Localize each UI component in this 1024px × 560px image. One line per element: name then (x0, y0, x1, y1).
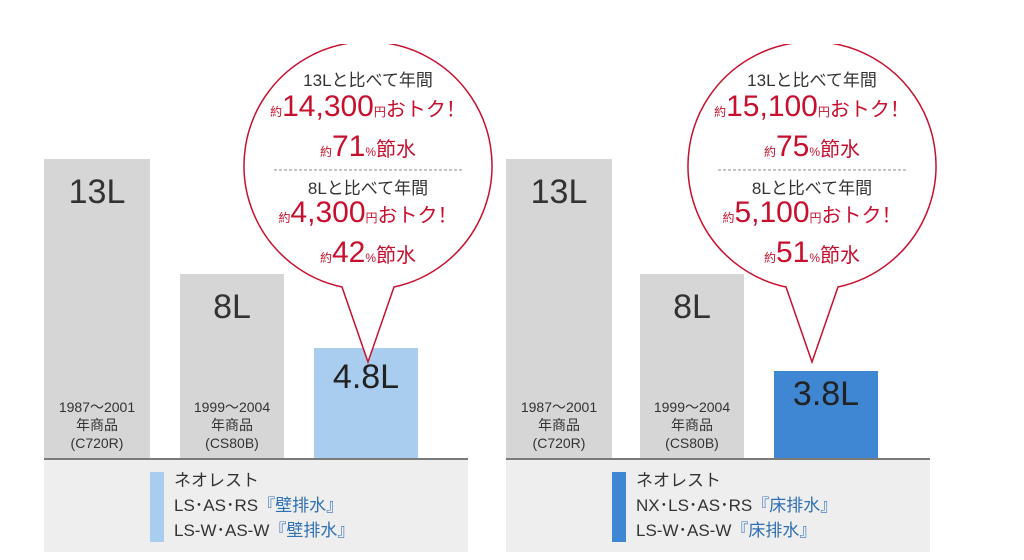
compare-13l-saving: 約75%節水 (763, 130, 861, 163)
product-footer: ネオレスト LS･AS･RS『壁排水』 LS-W･AS-W『壁排水』 (44, 460, 468, 552)
compare-13l-saving: 約71%節水 (319, 130, 417, 163)
bar-value-label: 13L (530, 173, 588, 211)
chart-panel-right: 13L 1987〜2001 年商品 (C720R) 8L 1999〜2004 年… (506, 0, 972, 560)
bar-note: 1999〜2004 年商品 (CS80B) (640, 398, 744, 452)
bar-note-product: 年商品 (671, 417, 713, 433)
product-models-1: LS･AS･RS『壁排水』 (174, 496, 344, 515)
compare-8l-money: 約4,300円おトク！ (278, 196, 458, 229)
compare-13l-heading: 13Lと比べて年間 (303, 71, 433, 90)
bar-8l: 8L 1999〜2004 年商品 (CS80B) (640, 274, 744, 458)
bar-neorest: 3.8L (774, 371, 878, 458)
bar-13l: 13L 1987〜2001 年商品 (C720R) (44, 159, 150, 458)
bar-value-label: 13L (68, 173, 126, 211)
product-models-2: LS-W･AS-W『壁排水』 (174, 521, 355, 540)
bar-8l: 8L 1999〜2004 年商品 (CS80B) (180, 274, 284, 458)
product-series: ネオレスト (174, 471, 259, 490)
bar-note: 1987〜2001 年商品 (C720R) (506, 398, 612, 452)
bar-13l: 13L 1987〜2001 年商品 (C720R) (506, 159, 612, 458)
bar-value-label: 4.8L (332, 358, 400, 396)
bar-note-years: 1999〜2004 (193, 399, 271, 415)
bar-note-years: 1999〜2004 (653, 399, 731, 415)
compare-13l-money: 約15,100円おトク！ (714, 90, 910, 123)
bar-note-product: 年商品 (211, 417, 253, 433)
bar-value-label: 8L (213, 288, 251, 326)
bar-note-model: (CS80B) (205, 435, 259, 451)
compare-13l-money: 約14,300円おトク！ (270, 90, 466, 123)
savings-bubble: 13Lと比べて年間 約15,100円おトク！ 約75%節水 8Lと比べて年間 約… (684, 44, 940, 364)
product-lines: ネオレスト LS･AS･RS『壁排水』 LS-W･AS-W『壁排水』 (174, 468, 354, 543)
bar-value-label: 8L (673, 288, 711, 326)
bar-note-years: 1987〜2001 (520, 399, 598, 415)
bar-value-label: 3.8L (792, 375, 860, 413)
savings-bubble: 13Lと比べて年間 約14,300円おトク！ 約71%節水 8Lと比べて年間 約… (240, 44, 496, 364)
chart-baseline (44, 458, 468, 460)
product-series: ネオレスト (636, 471, 721, 490)
bar-note: 1987〜2001 年商品 (C720R) (44, 398, 150, 452)
bar-note-model: (CS80B) (665, 435, 719, 451)
product-models-2: LS-W･AS-W『床排水』 (636, 521, 817, 540)
speech-bubble-shape (687, 44, 937, 364)
chart-panel-left: 13L 1987〜2001 年商品 (C720R) 8L 1999〜2004 年… (44, 0, 510, 560)
bar-note-product: 年商品 (76, 417, 118, 433)
speech-bubble-shape (243, 44, 493, 364)
bar-note-product: 年商品 (538, 417, 580, 433)
bar-neorest: 4.8L (314, 348, 418, 458)
product-lines: ネオレスト NX･LS･AS･RS『床排水』 LS-W･AS-W『床排水』 (636, 468, 837, 543)
bar-note-model: (C720R) (532, 435, 586, 451)
legend-swatch (612, 472, 626, 542)
compare-13l-heading: 13Lと比べて年間 (747, 71, 877, 90)
chart-baseline (506, 458, 930, 460)
legend-swatch (150, 472, 164, 542)
bar-note: 1999〜2004 年商品 (CS80B) (180, 398, 284, 452)
compare-8l-saving: 約42%節水 (319, 236, 417, 269)
compare-8l-money: 約5,100円おトク！ (722, 196, 902, 229)
product-footer: ネオレスト NX･LS･AS･RS『床排水』 LS-W･AS-W『床排水』 (506, 460, 930, 552)
bar-note-years: 1987〜2001 (58, 399, 136, 415)
compare-8l-heading: 8Lと比べて年間 (751, 179, 873, 198)
bar-note-model: (C720R) (70, 435, 124, 451)
product-models-1: NX･LS･AS･RS『床排水』 (636, 496, 838, 515)
compare-8l-heading: 8Lと比べて年間 (307, 179, 429, 198)
compare-8l-saving: 約51%節水 (763, 236, 861, 269)
